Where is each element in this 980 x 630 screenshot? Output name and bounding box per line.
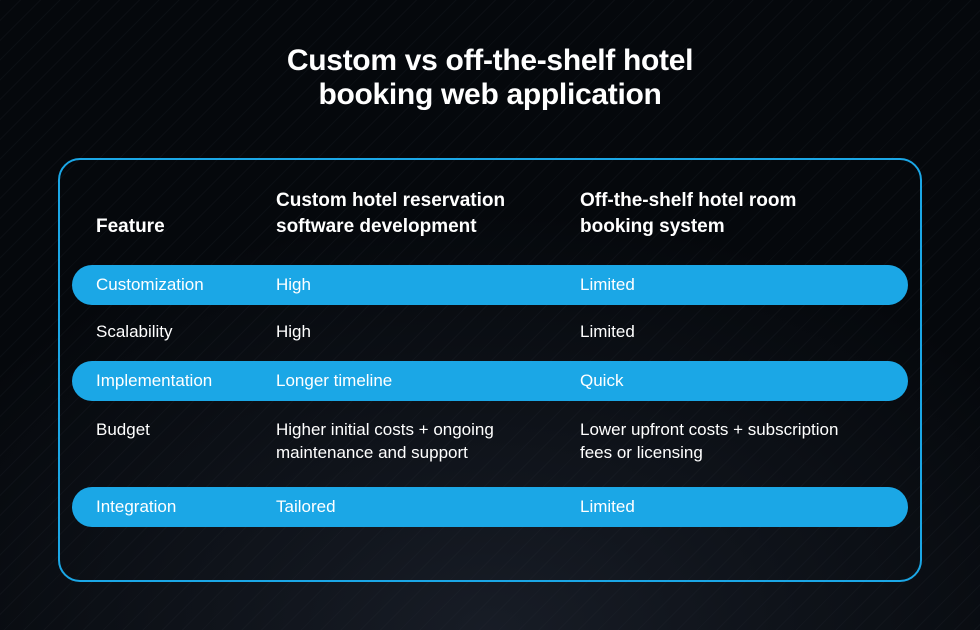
title-line-1: Custom vs off-the-shelf hotel	[0, 44, 980, 78]
page-title: Custom vs off-the-shelf hotel booking we…	[0, 0, 980, 112]
comparison-panel: Feature Custom hotel reservation softwar…	[58, 158, 922, 582]
table-row: BudgetHigher initial costs + ongoing mai…	[60, 407, 920, 481]
row-custom-value: Higher initial costs + ongoing maintenan…	[276, 419, 580, 465]
table-body: CustomizationHighLimitedScalabilityHighL…	[60, 265, 920, 527]
column-header-feature: Feature	[96, 214, 276, 240]
row-custom-value: High	[276, 321, 580, 344]
row-offtheshelf-value: Lower upfront costs + subscription fees …	[580, 419, 884, 465]
column-header-custom: Custom hotel reservation software develo…	[276, 188, 580, 239]
row-custom-value: Tailored	[276, 496, 580, 519]
table-row: ImplementationLonger timelineQuick	[72, 361, 908, 401]
table-row: CustomizationHighLimited	[72, 265, 908, 305]
row-feature: Integration	[96, 496, 276, 519]
table-row: IntegrationTailoredLimited	[72, 487, 908, 527]
row-custom-value: High	[276, 274, 580, 297]
row-feature: Budget	[96, 419, 276, 442]
row-custom-value: Longer timeline	[276, 370, 580, 393]
row-feature: Customization	[96, 274, 276, 297]
column-header-offtheshelf: Off-the-shelf hotel room booking system	[580, 188, 884, 239]
row-feature: Scalability	[96, 321, 276, 344]
row-offtheshelf-value: Limited	[580, 321, 884, 344]
table-header-row: Feature Custom hotel reservation softwar…	[60, 188, 920, 239]
row-feature: Implementation	[96, 370, 276, 393]
table-row: ScalabilityHighLimited	[60, 311, 920, 355]
row-offtheshelf-value: Quick	[580, 370, 884, 393]
row-offtheshelf-value: Limited	[580, 496, 884, 519]
row-offtheshelf-value: Limited	[580, 274, 884, 297]
title-line-2: booking web application	[0, 78, 980, 112]
